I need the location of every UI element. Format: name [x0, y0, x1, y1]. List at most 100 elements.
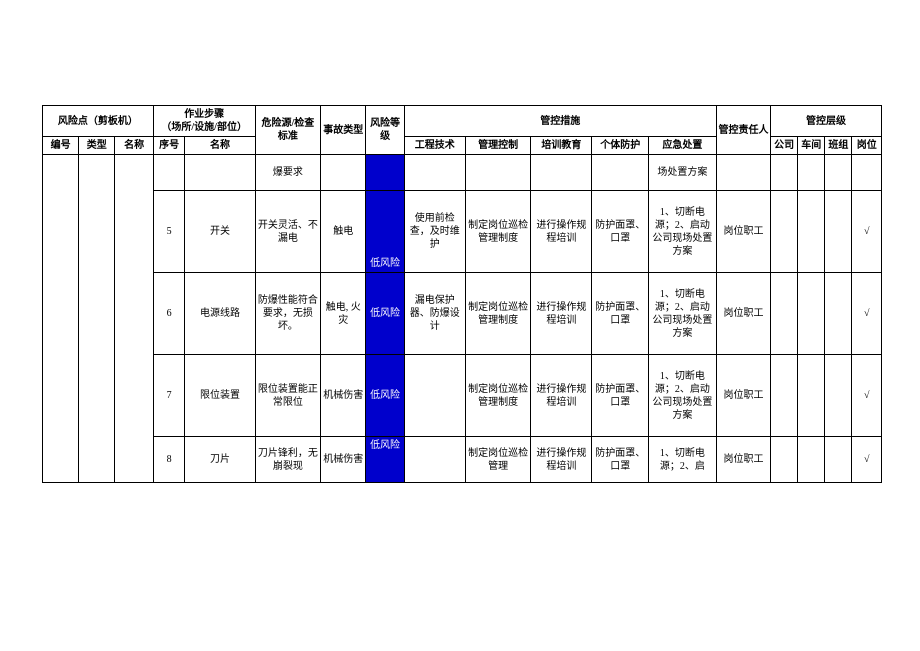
cell-eng: 使用前检查，及时维护	[404, 191, 465, 273]
hdr-mgmt: 管理控制	[465, 137, 531, 155]
cell-post	[852, 155, 882, 191]
hdr-stepname: 名称	[185, 137, 255, 155]
cell-eng	[404, 355, 465, 437]
cell-company	[771, 155, 798, 191]
cell-ppe: 防护面罩、口罩	[592, 191, 649, 273]
hdr-ppe: 个体防护	[592, 137, 649, 155]
hdr-training: 培训教育	[531, 137, 592, 155]
hdr-seq: 序号	[153, 137, 185, 155]
hdr-company: 公司	[771, 137, 798, 155]
cell-post: √	[852, 437, 882, 483]
cell-ppe: 防护面罩、口罩	[592, 273, 649, 355]
hdr-team: 班组	[825, 137, 852, 155]
cell-eng: 漏电保护器、防爆设计	[404, 273, 465, 355]
table-row: 爆要求 场处置方案	[43, 155, 882, 191]
cell-risklevel: 低风险	[366, 191, 404, 273]
cell-resp: 岗位职工	[716, 437, 770, 483]
cell-risklevel: 低风险	[366, 355, 404, 437]
hdr-no: 编号	[43, 137, 79, 155]
cell-training	[531, 155, 592, 191]
cell-type	[79, 155, 115, 483]
cell-company	[771, 273, 798, 355]
cell-company	[771, 437, 798, 483]
cell-seq: 8	[153, 437, 185, 483]
cell-risklevel	[366, 155, 404, 191]
hdr-risklevel: 风险等级	[366, 106, 404, 155]
cell-stepname: 限位装置	[185, 355, 255, 437]
cell-stepname: 电源线路	[185, 273, 255, 355]
cell-emergency: 1、切断电源；2、启动公司现场处置方案	[648, 273, 716, 355]
cell-resp: 岗位职工	[716, 191, 770, 273]
cell-training: 进行操作规程培训	[531, 191, 592, 273]
cell-training: 进行操作规程培训	[531, 437, 592, 483]
cell-seq: 5	[153, 191, 185, 273]
cell-eng	[404, 437, 465, 483]
cell-workshop	[798, 191, 825, 273]
cell-mgmt: 制定岗位巡检管理	[465, 437, 531, 483]
cell-team	[825, 355, 852, 437]
cell-accident: 触电	[321, 191, 366, 273]
table-row: 7 限位装置 限位装置能正常限位 机械伤害 低风险 制定岗位巡检管理制度 进行操…	[43, 355, 882, 437]
cell-workshop	[798, 355, 825, 437]
cell-mgmt: 制定岗位巡检管理制度	[465, 191, 531, 273]
cell-company	[771, 191, 798, 273]
cell-workshop	[798, 273, 825, 355]
hdr-type: 类型	[79, 137, 115, 155]
cell-post: √	[852, 191, 882, 273]
cell-ppe	[592, 155, 649, 191]
cell-accident: 触电, 火灾	[321, 273, 366, 355]
hdr-work-step: 作业步骤 （场所/设施/部位）	[153, 106, 255, 137]
cell-accident: 机械伤害	[321, 437, 366, 483]
cell-workshop	[798, 155, 825, 191]
cell-resp: 岗位职工	[716, 355, 770, 437]
cell-hazard: 爆要求	[255, 155, 321, 191]
cell-stepname: 开关	[185, 191, 255, 273]
hdr-name: 名称	[115, 137, 153, 155]
cell-emergency: 1、切断电源；2、启动公司现场处置方案	[648, 355, 716, 437]
cell-ppe: 防护面罩、口罩	[592, 355, 649, 437]
cell-team	[825, 191, 852, 273]
table-row: 5 开关 开关灵活、不漏电 触电 低风险 使用前检查，及时维护 制定岗位巡检管理…	[43, 191, 882, 273]
cell-name	[115, 155, 153, 483]
cell-hazard: 开关灵活、不漏电	[255, 191, 321, 273]
cell-training: 进行操作规程培训	[531, 355, 592, 437]
hdr-hazard: 危险源/检查标准	[255, 106, 321, 155]
cell-risklevel: 低风险	[366, 437, 404, 483]
table-row: 6 电源线路 防爆性能符合要求，无损坏。 触电, 火灾 低风险 漏电保护器、防爆…	[43, 273, 882, 355]
cell-seq: 7	[153, 355, 185, 437]
cell-stepname	[185, 155, 255, 191]
page: 风险点（剪板机） 作业步骤 （场所/设施/部位） 危险源/检查标准 事故类型 风…	[0, 0, 920, 651]
hdr-control-level: 管控层级	[771, 106, 882, 137]
cell-seq	[153, 155, 185, 191]
cell-team	[825, 273, 852, 355]
cell-ppe: 防护面罩、口罩	[592, 437, 649, 483]
cell-accident: 机械伤害	[321, 355, 366, 437]
cell-hazard: 刀片锋利，无崩裂现	[255, 437, 321, 483]
cell-no	[43, 155, 79, 483]
hdr-accident: 事故类型	[321, 106, 366, 155]
hdr-control-measures: 管控措施	[404, 106, 716, 137]
cell-resp: 岗位职工	[716, 273, 770, 355]
cell-mgmt: 制定岗位巡检管理制度	[465, 355, 531, 437]
cell-training: 进行操作规程培训	[531, 273, 592, 355]
risk-table: 风险点（剪板机） 作业步骤 （场所/设施/部位） 危险源/检查标准 事故类型 风…	[42, 105, 882, 483]
cell-team	[825, 155, 852, 191]
cell-post: √	[852, 273, 882, 355]
hdr-post: 岗位	[852, 137, 882, 155]
hdr-control-resp: 管控责任人	[716, 106, 770, 155]
cell-mgmt	[465, 155, 531, 191]
table-row: 8 刀片 刀片锋利，无崩裂现 机械伤害 低风险 制定岗位巡检管理 进行操作规程培…	[43, 437, 882, 483]
cell-risklevel: 低风险	[366, 273, 404, 355]
hdr-workshop: 车间	[798, 137, 825, 155]
cell-workshop	[798, 437, 825, 483]
cell-seq: 6	[153, 273, 185, 355]
cell-accident	[321, 155, 366, 191]
cell-post: √	[852, 355, 882, 437]
cell-stepname: 刀片	[185, 437, 255, 483]
cell-emergency: 1、切断电源；2、启	[648, 437, 716, 483]
cell-eng	[404, 155, 465, 191]
hdr-eng: 工程技术	[404, 137, 465, 155]
cell-hazard: 防爆性能符合要求，无损坏。	[255, 273, 321, 355]
cell-hazard: 限位装置能正常限位	[255, 355, 321, 437]
hdr-emergency: 应急处置	[648, 137, 716, 155]
